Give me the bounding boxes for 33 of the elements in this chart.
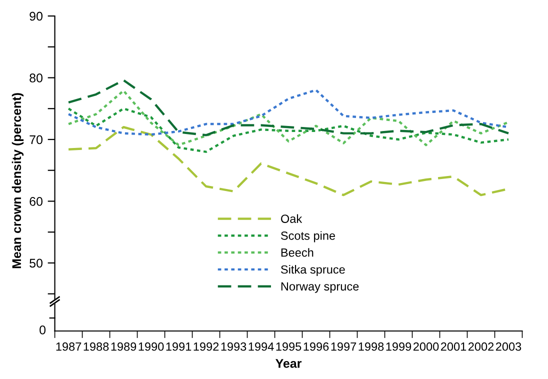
legend-label: Scots pine (280, 231, 336, 242)
y-tick-label: 80 (30, 74, 43, 82)
x-tick-label: 1998 (358, 342, 384, 351)
x-tick-label: 1988 (84, 342, 109, 351)
x-tick-label: 1995 (276, 342, 302, 351)
y-tick-label: 50 (30, 258, 43, 268)
x-axis-title: Year (276, 359, 302, 368)
x-tick-label: 1987 (56, 342, 82, 351)
x-tick-label: 1999 (386, 342, 412, 351)
legend-label: Norway spruce (281, 282, 359, 293)
y-axis-title: Mean crown density (percent) (12, 93, 24, 268)
y-tick-label: 70 (30, 135, 43, 144)
line-series (67, 108, 510, 153)
line-series (67, 90, 510, 146)
x-tick-label: 2000 (413, 342, 439, 351)
y-tick-label: 60 (30, 197, 43, 206)
legend-label: Beech (281, 248, 314, 257)
x-tick-label: 1997 (331, 342, 356, 351)
legend-label: Sitka spruce (280, 265, 345, 276)
x-tick-label: 1990 (138, 342, 164, 351)
x-tick-label: 1991 (166, 342, 192, 351)
y-tick-label: 90 (30, 12, 43, 21)
x-tick-label: 2003 (496, 342, 522, 351)
x-tick-label: 1993 (221, 342, 246, 351)
x-tick-label: 1994 (248, 342, 274, 351)
x-tick-label: 1996 (304, 342, 329, 351)
x-tick-label: 2001 (440, 342, 466, 351)
text: 0 (40, 326, 46, 334)
x-tick-label: 1992 (194, 342, 219, 351)
x-tick-label: 2002 (468, 342, 494, 351)
legend-label: Oak (281, 214, 302, 223)
x-tick-label: 1989 (111, 342, 136, 351)
line-series (67, 79, 510, 136)
